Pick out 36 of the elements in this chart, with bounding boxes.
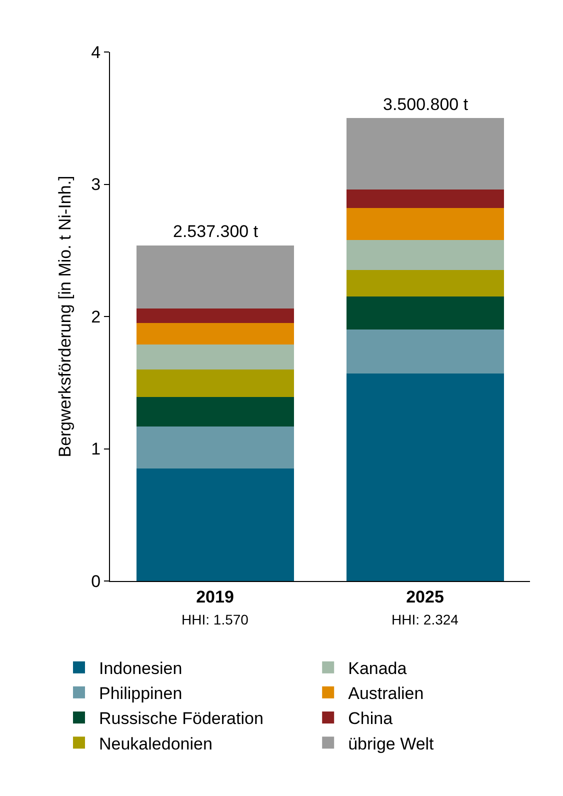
bar	[346, 208, 504, 240]
legend-label: China	[348, 709, 394, 728]
y-axis-title: Bergwerksförderung [in Mio. t Ni-Inh.]	[56, 176, 75, 458]
bar	[136, 344, 294, 370]
bar	[136, 308, 294, 324]
y-tick-label: 0	[91, 572, 101, 591]
total-label: 3.500.800 t	[383, 95, 468, 114]
bar	[136, 426, 294, 469]
legend-label: übrige Welt	[348, 734, 434, 754]
bar	[346, 330, 504, 374]
bar	[346, 270, 504, 297]
legend-label: Neukaledonien	[99, 734, 212, 754]
bar	[136, 323, 294, 344]
bar	[346, 240, 504, 270]
bar	[136, 468, 294, 581]
text: HHI: 1.570	[182, 612, 249, 628]
bar	[136, 397, 294, 426]
legend-label: Australien	[348, 684, 424, 704]
y-tick-label: 1	[91, 440, 101, 459]
total-label: 2.537.300 t	[173, 222, 258, 241]
x-tick-label: 2025	[406, 587, 444, 606]
bar	[346, 373, 504, 581]
bar	[136, 245, 294, 309]
bar	[346, 190, 504, 208]
legend-label: Indonesien	[99, 658, 182, 678]
legend-label: Russische Föderation	[99, 709, 264, 728]
x-tick-label: 2019	[196, 587, 234, 606]
y-tick-label: 3	[91, 175, 101, 194]
legend-label: Philippinen	[99, 684, 182, 704]
y-tick-label: 2	[91, 307, 101, 326]
bar	[346, 296, 504, 330]
y-tick-label: 4	[91, 42, 101, 62]
bar	[136, 369, 294, 398]
bar	[346, 118, 504, 190]
legend-label: Kanada	[348, 658, 408, 678]
text: HHI: 2.324	[392, 612, 459, 628]
